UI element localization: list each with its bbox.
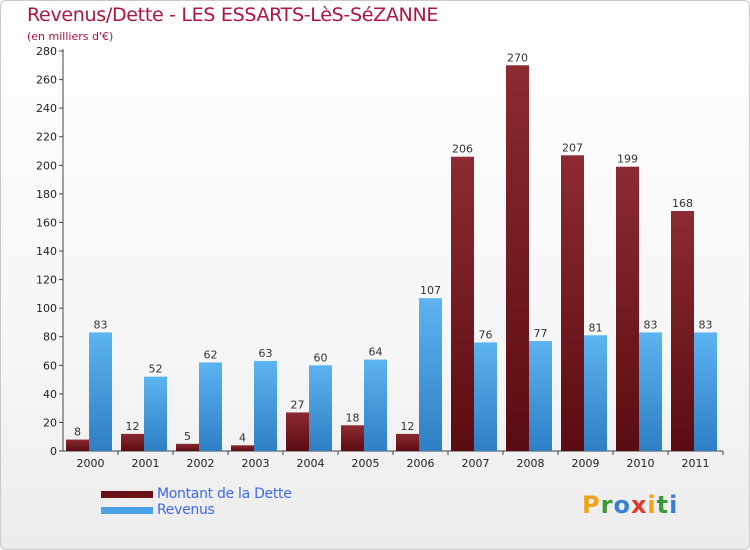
- x-tick-label: 2004: [297, 457, 325, 470]
- y-tick-label: 120: [36, 274, 57, 287]
- legend-swatch-dette: [101, 491, 153, 498]
- data-label: 83: [94, 318, 108, 331]
- data-label: 83: [644, 318, 658, 331]
- bar-revenus: [419, 298, 442, 451]
- data-label: 81: [589, 321, 603, 334]
- logo-letter: i: [647, 491, 657, 519]
- data-label: 77: [534, 327, 548, 340]
- bar-dette: [561, 155, 584, 452]
- legend-label-revenus: Revenus: [157, 502, 215, 518]
- data-label: 5: [184, 430, 191, 443]
- bar-revenus: [584, 335, 607, 451]
- x-tick-label: 2008: [517, 457, 545, 470]
- x-tick-label: 2003: [242, 457, 270, 470]
- x-tick-label: 2000: [77, 457, 105, 470]
- y-tick-label: 200: [36, 159, 57, 172]
- data-label: 12: [126, 420, 140, 433]
- data-label: 52: [149, 363, 163, 376]
- y-tick-label: 100: [36, 302, 57, 315]
- chart-subtitle: (en milliers d'€): [27, 30, 114, 43]
- data-label: 64: [369, 346, 383, 359]
- bar-dette: [451, 156, 474, 451]
- bar-dette: [341, 425, 364, 451]
- bar-revenus: [89, 332, 112, 451]
- bars: [66, 65, 717, 452]
- bar-dette: [396, 433, 419, 451]
- y-tick-label: 240: [36, 102, 57, 115]
- bar-revenus: [254, 361, 277, 451]
- data-label: 8: [74, 426, 81, 439]
- data-label: 83: [699, 318, 713, 331]
- bar-revenus: [309, 365, 332, 451]
- x-tick-label: 2002: [187, 457, 215, 470]
- bar-revenus: [529, 341, 552, 451]
- bar-dette: [286, 412, 309, 451]
- data-label: 199: [617, 153, 638, 166]
- data-label: 27: [291, 398, 305, 411]
- bar-dette: [176, 443, 199, 451]
- data-label: 270: [507, 51, 528, 64]
- bar-revenus: [639, 332, 662, 451]
- bar-dette: [231, 445, 254, 451]
- y-axis: 0 20 40 60 80 100 120 140 160 180 200 220 240 260 280: [36, 45, 64, 458]
- y-tick-label: 20: [43, 416, 57, 429]
- logo-letter: x: [630, 491, 648, 519]
- data-label: 18: [346, 411, 360, 424]
- logo-letter: i: [669, 491, 679, 519]
- bar-revenus: [199, 362, 222, 451]
- y-tick-label: 140: [36, 245, 57, 258]
- data-label: 207: [562, 141, 583, 154]
- data-labels: 8 83 12 52 5 62 4 63 27 60 18 64 12 107 206 76 270 77 207 8…: [74, 51, 713, 444]
- bar-dette: [121, 433, 144, 451]
- bar-dette: [66, 439, 89, 451]
- y-tick-label: 0: [50, 445, 57, 458]
- bar-revenus: [364, 359, 387, 451]
- x-tick-label: 2007: [462, 457, 490, 470]
- bar-revenus: [694, 332, 717, 451]
- data-label: 206: [452, 143, 473, 156]
- y-tick-label: 160: [36, 216, 57, 229]
- y-tick-label: 220: [36, 131, 57, 144]
- bar-revenus: [474, 342, 497, 451]
- bar-dette: [616, 166, 639, 451]
- y-tick-label: 280: [36, 45, 57, 58]
- bar-dette: [671, 211, 694, 451]
- x-axis: 2000 2001 2002 2003 2004 2005 2006 2007 2008 2009…: [63, 450, 724, 470]
- bar-revenus: [144, 376, 167, 451]
- x-tick-label: 2010: [627, 457, 655, 470]
- x-tick-label: 2005: [352, 457, 380, 470]
- y-tick-label: 180: [36, 188, 57, 201]
- data-label: 63: [259, 347, 273, 360]
- chart-title: Revenus/Dette - LES ESSARTS-LèS-SéZANNE: [27, 4, 439, 26]
- x-tick-label: 2011: [682, 457, 710, 470]
- logo-letter: t: [656, 491, 670, 519]
- logo-letter: r: [600, 491, 614, 519]
- data-label: 62: [204, 348, 218, 361]
- legend-label-dette: Montant de la Dette: [157, 486, 292, 502]
- y-tick-label: 60: [43, 359, 57, 372]
- logo-letter: o: [613, 491, 631, 519]
- proxiti-logo: Proxiti: [582, 491, 678, 519]
- x-tick-label: 2001: [132, 457, 160, 470]
- bar-dette: [506, 65, 529, 452]
- y-tick-label: 40: [43, 388, 57, 401]
- data-label: 76: [479, 328, 493, 341]
- data-label: 4: [239, 431, 246, 444]
- y-tick-label: 260: [36, 74, 57, 87]
- data-label: 107: [420, 284, 441, 297]
- x-tick-label: 2009: [572, 457, 600, 470]
- y-tick-label: 80: [43, 331, 57, 344]
- logo-letter: P: [582, 491, 601, 519]
- x-tick-label: 2006: [407, 457, 435, 470]
- data-label: 12: [401, 420, 415, 433]
- data-label: 60: [314, 351, 328, 364]
- data-label: 168: [672, 197, 693, 210]
- legend-swatch-revenus: [101, 507, 153, 514]
